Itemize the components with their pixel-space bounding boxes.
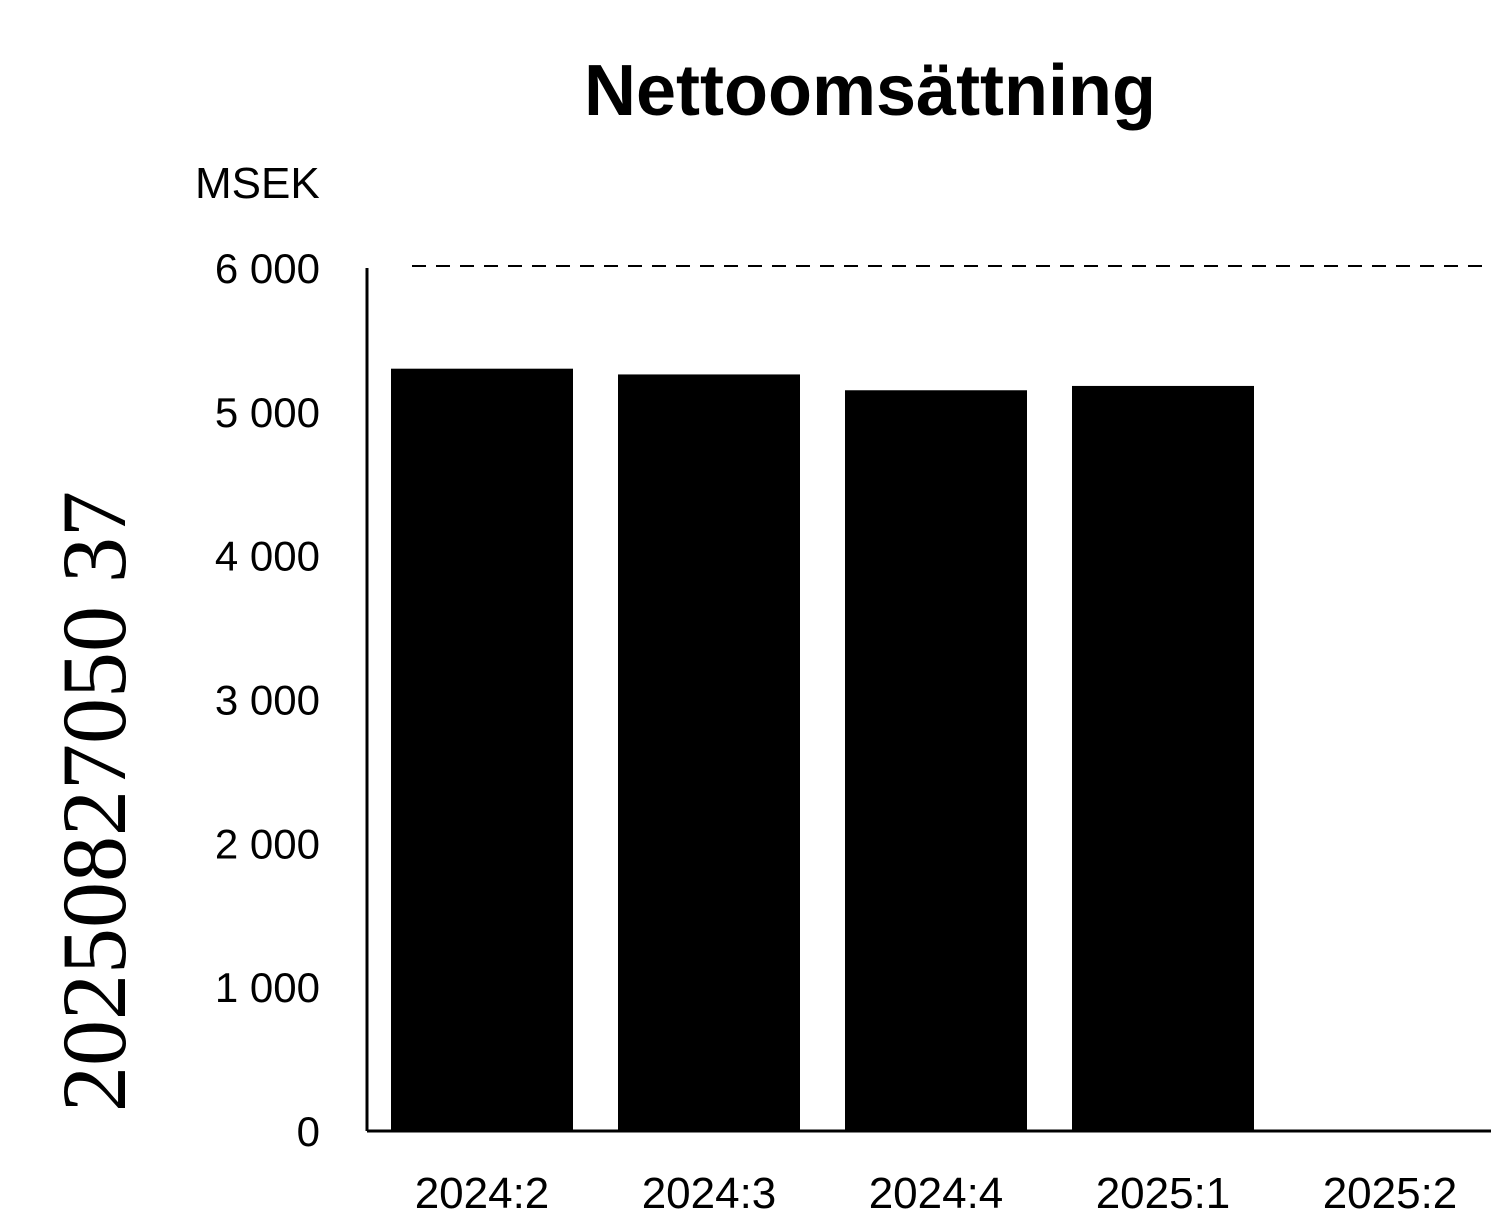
y-tick-label: 6 000 (215, 245, 320, 292)
y-tick-label: 2 000 (215, 820, 320, 867)
y-tick-label: 3 000 (215, 677, 320, 724)
x-tick-label: 2025:2 (1323, 1169, 1458, 1217)
x-tick-label: 2025:1 (1096, 1169, 1231, 1217)
bar (391, 368, 573, 1131)
x-tick-label: 2024:2 (415, 1169, 550, 1217)
bar (618, 374, 800, 1132)
bars (391, 368, 1254, 1132)
bar (1072, 385, 1254, 1131)
side-stamp-number: 20250827050 37 (43, 491, 145, 1112)
y-tick-label: 0 (297, 1108, 320, 1155)
x-tick-label: 2024:3 (642, 1169, 777, 1217)
y-tick-label: 4 000 (215, 533, 320, 580)
chart-title: Nettoomsättning (584, 51, 1156, 131)
x-tick-labels: 2024:2 2024:3 2024:4 2025:1 2025:2 (415, 1169, 1458, 1217)
y-axis-unit-label: MSEK (195, 159, 320, 208)
y-tick-label: 1 000 (215, 964, 320, 1011)
y-tick-label: 5 000 (215, 389, 320, 436)
x-tick-label: 2024:4 (869, 1169, 1004, 1217)
y-tick-labels: 0 1 000 2 000 3 000 4 000 5 000 6 000 (215, 245, 320, 1155)
bar (845, 390, 1027, 1132)
